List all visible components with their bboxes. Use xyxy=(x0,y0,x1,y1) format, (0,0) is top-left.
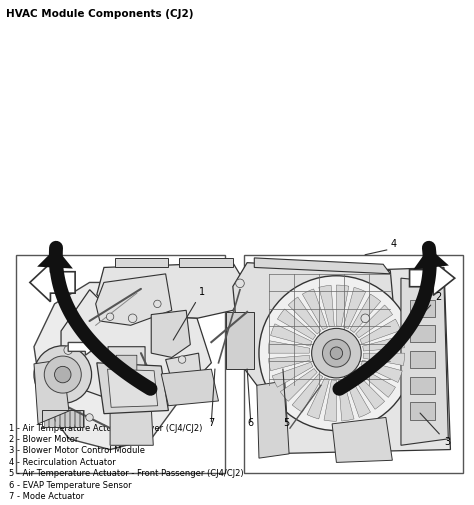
Polygon shape xyxy=(226,312,254,369)
Bar xyxy=(80,410,84,427)
Polygon shape xyxy=(257,268,450,454)
Polygon shape xyxy=(96,274,172,325)
Polygon shape xyxy=(30,263,75,301)
Text: 4 - Recirculation Actuator: 4 - Recirculation Actuator xyxy=(9,458,116,467)
Polygon shape xyxy=(151,310,191,358)
Polygon shape xyxy=(337,285,349,327)
Bar xyxy=(410,299,436,317)
Polygon shape xyxy=(277,309,316,339)
Text: 5: 5 xyxy=(283,418,290,428)
Polygon shape xyxy=(350,294,381,333)
Text: 6 - EVAP Temperature Sensor: 6 - EVAP Temperature Sensor xyxy=(9,481,132,490)
Bar xyxy=(75,410,79,427)
Bar xyxy=(49,410,54,427)
Circle shape xyxy=(330,347,343,360)
Polygon shape xyxy=(246,257,461,471)
Polygon shape xyxy=(268,341,310,353)
Bar xyxy=(410,325,436,342)
Circle shape xyxy=(34,346,91,403)
Bar xyxy=(70,410,74,427)
Circle shape xyxy=(154,300,161,308)
Circle shape xyxy=(55,366,71,383)
Polygon shape xyxy=(271,324,312,346)
Bar xyxy=(42,410,83,427)
Bar xyxy=(410,377,436,394)
Bar xyxy=(44,410,48,427)
Text: 3: 3 xyxy=(420,413,450,447)
Bar xyxy=(65,410,69,427)
Polygon shape xyxy=(18,257,223,471)
Polygon shape xyxy=(257,381,289,458)
Circle shape xyxy=(64,346,73,355)
Polygon shape xyxy=(161,369,219,406)
Text: 7 - Mode Actuator: 7 - Mode Actuator xyxy=(9,492,84,501)
Polygon shape xyxy=(97,363,168,414)
Circle shape xyxy=(128,314,137,323)
Bar xyxy=(60,410,64,427)
Polygon shape xyxy=(363,353,405,366)
Polygon shape xyxy=(401,278,448,445)
Polygon shape xyxy=(363,335,404,351)
Polygon shape xyxy=(34,360,69,424)
Polygon shape xyxy=(410,261,455,295)
Circle shape xyxy=(236,279,244,288)
Polygon shape xyxy=(352,372,384,409)
Text: 4: 4 xyxy=(391,239,397,249)
Polygon shape xyxy=(97,263,247,318)
Polygon shape xyxy=(413,248,449,270)
Polygon shape xyxy=(233,263,401,401)
Bar xyxy=(410,351,436,368)
Circle shape xyxy=(86,414,93,421)
Circle shape xyxy=(361,314,370,323)
Text: 1: 1 xyxy=(173,287,205,340)
Polygon shape xyxy=(280,369,317,401)
Circle shape xyxy=(322,339,350,367)
Polygon shape xyxy=(324,380,337,421)
Text: HVAC Module Components (CJ2): HVAC Module Components (CJ2) xyxy=(6,9,194,19)
Text: 2: 2 xyxy=(399,291,442,340)
FancyBboxPatch shape xyxy=(116,356,137,377)
Polygon shape xyxy=(302,289,328,330)
Polygon shape xyxy=(254,258,390,274)
Polygon shape xyxy=(61,290,211,401)
Polygon shape xyxy=(361,360,402,382)
Polygon shape xyxy=(356,305,392,338)
Text: 1 - Air Temperature Actuator - Driver (CJ4/CJ2): 1 - Air Temperature Actuator - Driver (C… xyxy=(9,424,203,433)
Polygon shape xyxy=(110,407,153,445)
Polygon shape xyxy=(292,374,323,412)
Bar xyxy=(115,258,168,268)
Polygon shape xyxy=(307,378,329,419)
Text: 5 - Air Temperature Actuator - Front Passenger (CJ4/CJ2): 5 - Air Temperature Actuator - Front Pas… xyxy=(9,469,244,478)
Polygon shape xyxy=(357,367,395,397)
Polygon shape xyxy=(360,319,401,344)
Polygon shape xyxy=(108,369,158,408)
Circle shape xyxy=(259,276,414,431)
Circle shape xyxy=(311,328,361,378)
Bar xyxy=(55,410,59,427)
Polygon shape xyxy=(338,379,354,421)
Bar xyxy=(179,258,233,268)
FancyBboxPatch shape xyxy=(108,347,145,385)
Circle shape xyxy=(106,313,114,321)
Text: 6: 6 xyxy=(247,418,254,428)
Polygon shape xyxy=(68,339,97,355)
Polygon shape xyxy=(165,353,203,402)
Polygon shape xyxy=(288,297,321,334)
Polygon shape xyxy=(268,356,310,371)
Bar xyxy=(16,255,225,473)
Text: 3 - Blower Motor Control Module: 3 - Blower Motor Control Module xyxy=(9,446,146,456)
Polygon shape xyxy=(319,285,334,327)
Text: 7: 7 xyxy=(208,418,214,428)
Circle shape xyxy=(178,356,186,363)
Text: 2 - Blower Motor: 2 - Blower Motor xyxy=(9,435,79,444)
Polygon shape xyxy=(34,274,199,449)
Circle shape xyxy=(44,356,81,393)
Bar xyxy=(410,402,436,420)
Bar xyxy=(244,255,463,473)
Polygon shape xyxy=(346,377,371,417)
Polygon shape xyxy=(332,418,392,463)
Polygon shape xyxy=(37,248,73,269)
Polygon shape xyxy=(344,287,366,329)
Polygon shape xyxy=(272,362,313,387)
